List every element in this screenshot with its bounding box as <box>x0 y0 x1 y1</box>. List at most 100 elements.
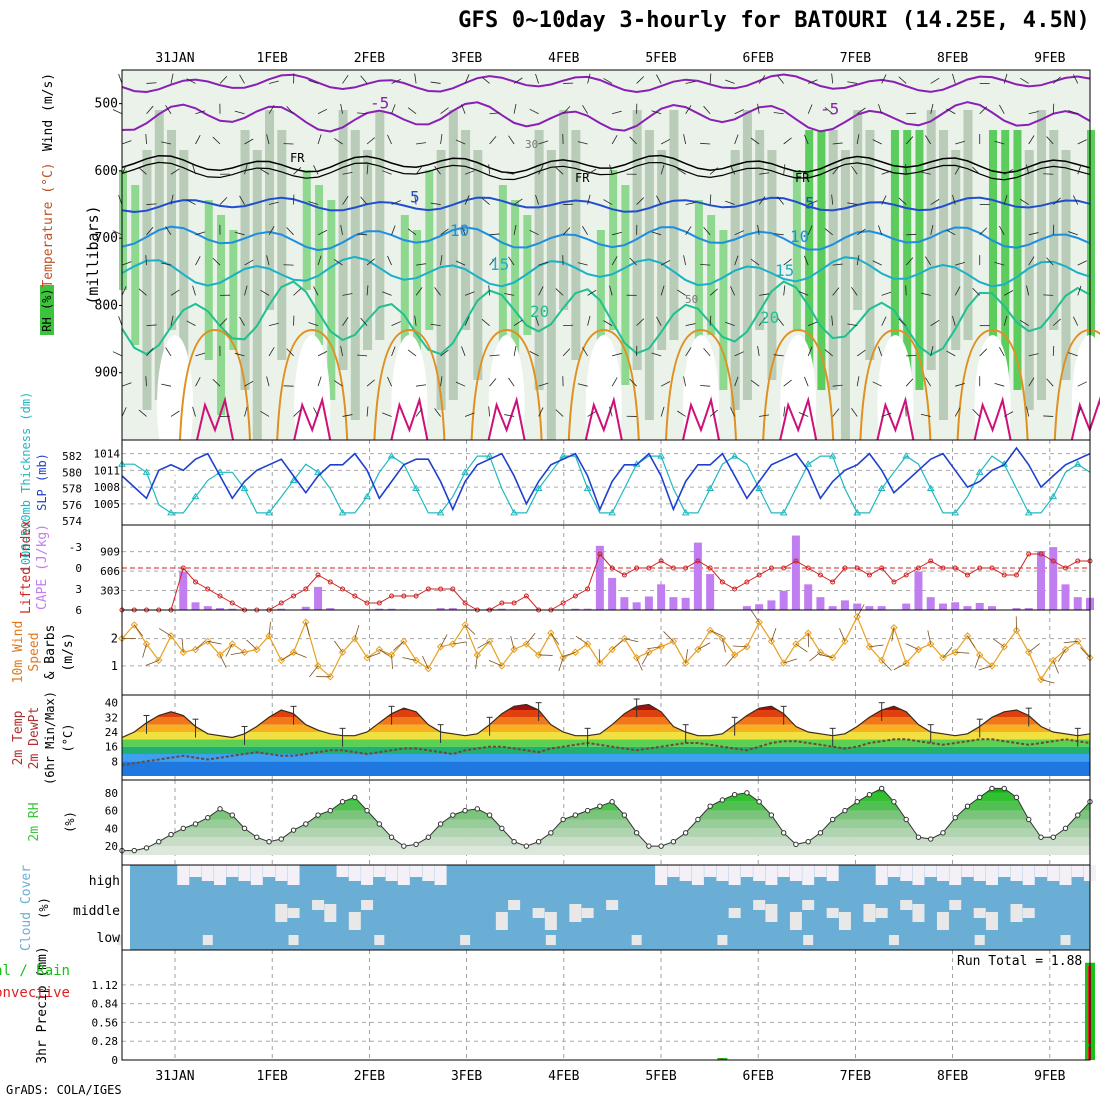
wind-barb <box>488 285 490 296</box>
wind-speed-marker <box>240 648 249 656</box>
surface-wind-barb <box>550 632 560 645</box>
cloud-gap-high <box>1059 865 1072 885</box>
rh-marker <box>241 825 248 832</box>
thickness-marker <box>951 508 960 516</box>
wind-speed-marker <box>547 629 555 637</box>
wind-speed-marker <box>326 673 335 681</box>
wind-speed-marker <box>265 632 273 640</box>
wind-speed-marker <box>927 640 935 648</box>
wind-speed-marker <box>583 640 592 648</box>
wind-barb <box>535 194 539 205</box>
temp-band <box>122 754 1090 762</box>
surface-wind-barb <box>598 649 601 664</box>
wind-barb <box>1046 257 1054 266</box>
wind-barb <box>430 81 441 84</box>
wind-barb <box>1052 345 1055 356</box>
isotherm-5 <box>121 196 1091 214</box>
isotherm-10 <box>121 225 1091 252</box>
wind-speed-marker <box>204 637 212 646</box>
wind-barb <box>725 200 735 205</box>
li-marker <box>805 565 811 571</box>
wind-barb <box>1003 315 1008 326</box>
surface-wind-barb <box>869 644 884 648</box>
wind-barb <box>954 407 961 417</box>
temp-band <box>122 724 1090 732</box>
isotherm-label: 5 <box>410 188 420 207</box>
isotherm--5 <box>121 101 1091 133</box>
wind-label: Wind (m/s) <box>41 73 56 151</box>
pressure-tick: 600 <box>95 164 118 179</box>
cape-bar <box>681 597 690 610</box>
wind-barb <box>725 79 735 84</box>
li-marker <box>1013 572 1019 578</box>
pressure-tick: 800 <box>95 298 118 313</box>
wind-barb <box>464 170 475 175</box>
li-marker <box>352 593 358 599</box>
temp-label-4: (°C) <box>61 724 75 753</box>
wind-barb <box>121 140 132 145</box>
wind-barb <box>930 224 934 235</box>
top-date-label: 3FEB <box>451 51 482 66</box>
wind-barb <box>366 379 375 387</box>
wind-barb <box>260 168 270 175</box>
rh-marker <box>168 831 174 838</box>
rh-marker <box>156 838 162 845</box>
temp-tick: 24 <box>105 726 119 739</box>
temp-band <box>122 704 1090 710</box>
wind-barb <box>513 319 523 326</box>
wind-barb <box>685 202 696 205</box>
rh-shade-gray <box>767 150 777 380</box>
wind-barb <box>851 286 858 296</box>
wind-barb <box>730 165 736 175</box>
rh-shade-gray <box>828 130 838 390</box>
cloud-gap-mid <box>789 912 802 930</box>
cape-bar <box>779 590 788 610</box>
wind-barb <box>308 79 319 84</box>
li-marker <box>1026 551 1032 557</box>
wind-barb <box>334 259 343 266</box>
thickness-marker <box>338 508 347 516</box>
wind-barb <box>538 382 549 387</box>
surface-wind-barb <box>158 628 172 637</box>
wind-barb <box>504 171 515 175</box>
isotherm-25 <box>470 328 543 441</box>
wind-barb <box>611 256 618 266</box>
wind-barb <box>856 349 866 357</box>
wind-barb <box>219 197 228 205</box>
wind-barb <box>317 108 328 115</box>
wind-barb <box>920 171 931 175</box>
cloud-gap-mid <box>312 900 325 910</box>
li-marker <box>462 600 468 606</box>
rh-shade-gray <box>534 130 544 390</box>
cloud-gap-high <box>949 865 962 885</box>
rh-marker <box>964 803 971 809</box>
wind-barb <box>161 383 172 387</box>
wind-barb <box>1004 290 1014 296</box>
wind-barb <box>1020 77 1029 84</box>
wind-barb <box>513 224 517 235</box>
wind-barb <box>440 376 443 387</box>
rh-marker <box>278 836 284 842</box>
surface-wind-barb <box>1063 640 1078 644</box>
isotherm-25 <box>373 328 446 441</box>
wind-barb <box>340 103 343 114</box>
cape-bar <box>1073 597 1082 610</box>
surface-wind-barb <box>751 610 760 623</box>
wind-barb <box>587 289 597 296</box>
cloud-gap-high <box>214 865 227 885</box>
li-line <box>122 553 1090 611</box>
rh-shade-green <box>805 130 814 390</box>
wind-barb <box>434 166 441 175</box>
wind-barb <box>700 142 711 145</box>
cape-bar <box>755 604 764 610</box>
wind-barb <box>415 408 423 417</box>
cloud-gap-mid <box>802 900 815 910</box>
wind-barb <box>757 345 760 356</box>
wind-barb <box>334 138 343 145</box>
wind-barb <box>538 261 549 266</box>
rh-marker <box>1062 825 1069 832</box>
wind-speed-marker <box>510 645 518 654</box>
cloud-gap-high <box>655 865 668 885</box>
wind-barb <box>260 410 270 417</box>
cloud-gap-mid <box>838 912 851 930</box>
